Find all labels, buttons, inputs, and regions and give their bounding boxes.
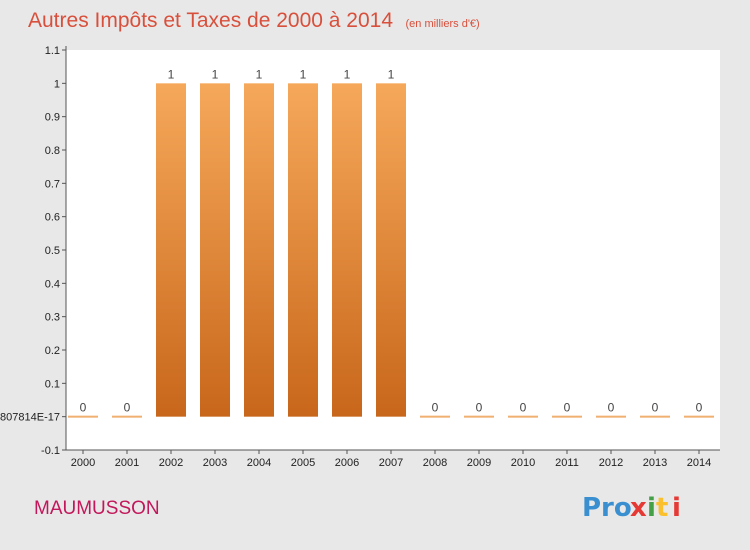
y-tick-label: 0.1 [45,378,60,390]
data-label: 0 [124,401,131,415]
x-tick-label: 2006 [335,457,359,469]
x-tick-label: 2008 [423,457,447,469]
bar [376,83,406,417]
chart-title-main: Autres Impôts et Taxes de 2000 à 2014 [28,9,393,32]
x-tick-label: 2010 [511,457,535,469]
x-tick-label: 2012 [599,457,623,469]
x-tick-label: 2005 [291,457,315,469]
y-tick-label: 0.2 [45,345,60,357]
x-tick-label: 2004 [247,457,271,469]
x-tick-label: 2011 [555,457,579,469]
data-label: 0 [608,401,615,415]
y-tick-label: 0.4 [45,278,60,290]
bar [508,415,538,418]
bars-layer: 0 0 1 1 1 1 1 1 0 0 0 0 0 0 0 [68,67,714,418]
data-label: 0 [80,401,87,415]
bar [552,415,582,418]
svg-text:i: i [647,493,656,523]
data-label: 1 [300,67,307,81]
commune-name: MAUMUSSON [34,498,160,519]
y-tick-label: 0.5 [45,245,60,257]
bar [420,415,450,418]
x-tick-label: 2009 [467,457,491,469]
data-label: 0 [520,401,527,415]
x-tick-label: 2013 [643,457,667,469]
bar [332,83,362,417]
x-axis: 2000 2001 2002 2003 2004 2005 2006 2007 2008 2009… [66,449,720,469]
bar [112,415,142,418]
svg-text:i: i [672,493,681,523]
x-tick-label: 2003 [203,457,227,469]
x-tick-label: 2000 [71,457,95,469]
y-tick-label: -0.1 [41,445,60,457]
bar [68,415,98,418]
y-axis: -0.1 1.3877787807814E-17 0.1 0.2 0.3 0.4 0.5 0.… [0,45,67,457]
svg-text:Pro: Pro [582,493,632,523]
y-tick-label: 0.9 [45,112,60,124]
y-tick-label: 0.3 [45,312,60,324]
data-label: 1 [256,67,263,81]
x-tick-label: 2002 [159,457,183,469]
data-label: 1 [344,67,351,81]
y-tick-label: 1.1 [45,45,60,57]
chart-title: Autres Impôts et Taxes de 2000 à 2014 (e… [28,9,480,32]
y-tick-label: 1 [54,78,60,90]
chart-title-unit: (en milliers d'€) [405,18,479,30]
data-label: 1 [388,67,395,81]
data-label: 0 [432,401,439,415]
bar [288,83,318,417]
data-label: 0 [696,401,703,415]
bar [684,415,714,418]
svg-text:t: t [656,493,668,523]
data-label: 0 [652,401,659,415]
bar [464,415,494,418]
data-label: 0 [476,401,483,415]
proxiti-logo: Pro x i t i [582,493,681,523]
data-label: 0 [564,401,571,415]
y-tick-label: 1.3877787807814E-17 [0,412,60,424]
x-tick-label: 2014 [687,457,711,469]
bar [200,83,230,417]
bar [244,83,274,417]
bar [596,415,626,418]
bar [640,415,670,418]
bar [156,83,186,417]
y-tick-label: 0.8 [45,145,60,157]
svg-text:x: x [630,493,647,523]
x-tick-label: 2001 [115,457,139,469]
y-tick-label: 0.7 [45,178,60,190]
data-label: 1 [212,67,219,81]
x-tick-label: 2007 [379,457,403,469]
y-tick-label: 0.6 [45,212,60,224]
data-label: 1 [168,67,175,81]
